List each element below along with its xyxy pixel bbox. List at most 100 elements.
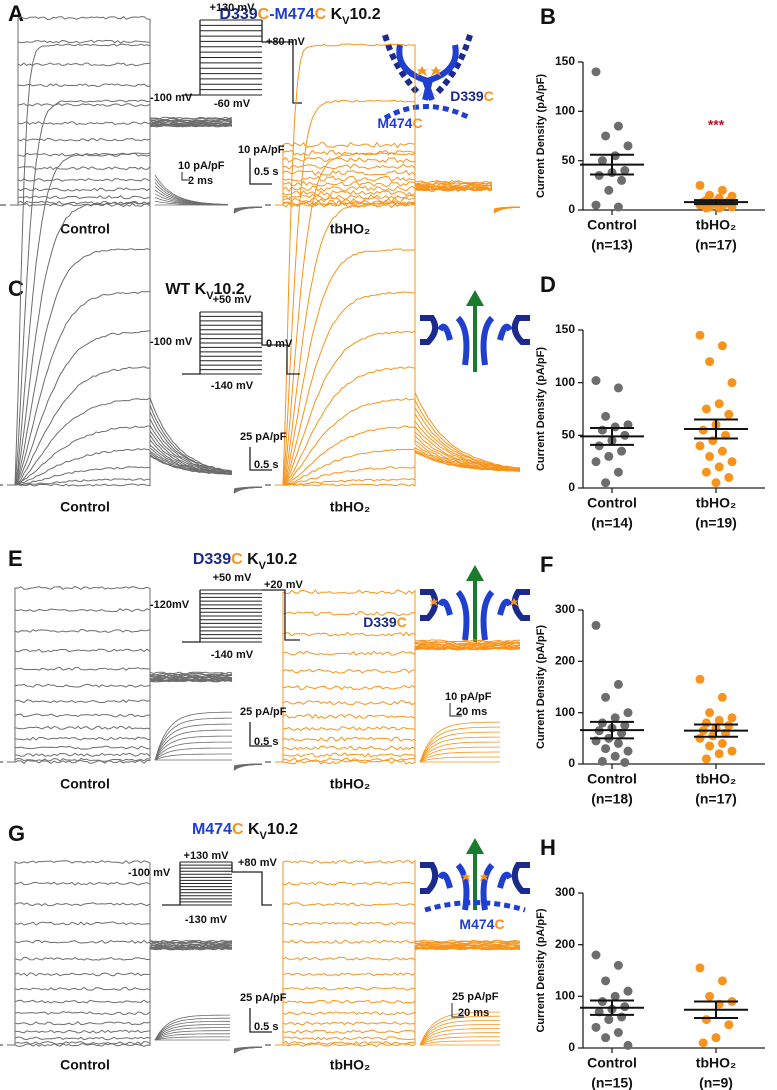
text-part: 10.2 xyxy=(349,6,380,23)
data-point xyxy=(705,991,715,1001)
data-point xyxy=(717,341,727,351)
inset-scale-label: 25 pA/pF xyxy=(452,991,499,1003)
panel-letter: A xyxy=(8,1,24,26)
data-point xyxy=(613,960,623,970)
inset-trace xyxy=(154,747,232,761)
inset-trace xyxy=(154,753,232,761)
inset-trace xyxy=(154,723,232,761)
data-point xyxy=(701,404,711,414)
inset-trace xyxy=(154,1017,230,1041)
current-trace xyxy=(275,291,521,486)
inset-trace xyxy=(419,721,500,763)
data-point xyxy=(601,478,611,488)
diagram-e xyxy=(420,565,530,642)
data-point xyxy=(604,451,614,461)
inset-scale-label: 20 ms xyxy=(456,706,487,718)
current-trace xyxy=(7,679,263,771)
data-point xyxy=(620,430,630,440)
data-point xyxy=(727,713,737,723)
inset-trace xyxy=(419,746,501,763)
inset-trace xyxy=(419,1024,500,1046)
current-trace xyxy=(7,43,262,490)
current-trace xyxy=(275,631,521,763)
panel-title: D339C KV10.2 xyxy=(193,551,297,572)
current-trace xyxy=(275,939,521,1046)
data-point xyxy=(601,1033,611,1043)
panel-letter: F xyxy=(540,552,553,577)
panel-letter: E xyxy=(8,546,23,571)
data-point xyxy=(701,1015,711,1025)
inset-trace xyxy=(419,1011,500,1046)
text-part: D339 xyxy=(363,614,397,630)
panel-letter: B xyxy=(540,4,556,29)
text-part: C xyxy=(315,6,327,23)
voltage-label: -120mV xyxy=(150,599,190,611)
voltage-label: -130 mV xyxy=(185,914,228,926)
y-tick-label: 300 xyxy=(555,885,575,899)
text-part: C xyxy=(258,6,270,23)
voltage-label: +80 mV xyxy=(238,857,277,869)
condition-label: tbHO₂ xyxy=(330,499,370,515)
data-point xyxy=(620,166,630,176)
inset-trace xyxy=(419,1028,501,1046)
data-point xyxy=(695,674,705,684)
voltage-label: -100 mV xyxy=(150,336,193,348)
text-part: V xyxy=(206,290,214,302)
current-trace xyxy=(275,643,521,763)
text-part: C xyxy=(494,916,504,932)
y-axis-label: Current Density (pA/pF) xyxy=(535,74,547,198)
current-trace xyxy=(275,645,521,763)
inset-trace xyxy=(154,1014,230,1041)
current-trace xyxy=(275,152,521,486)
inset-scale-label: 10 pA/pF xyxy=(445,691,492,703)
data-point xyxy=(705,741,715,751)
data-point xyxy=(591,200,601,210)
n-label: (n=19) xyxy=(695,515,737,531)
data-point xyxy=(601,976,611,986)
current-trace xyxy=(275,425,521,486)
inset-trace xyxy=(419,731,500,763)
scale-bar xyxy=(249,447,272,471)
current-trace xyxy=(275,397,521,486)
current-trace xyxy=(275,644,521,763)
significance: *** xyxy=(708,117,725,133)
diagram-c xyxy=(420,290,530,372)
inset-scale-label: 2 ms xyxy=(188,175,213,187)
data-point xyxy=(613,202,623,212)
data-point xyxy=(714,715,724,725)
inset-trace xyxy=(154,174,229,205)
inset-trace xyxy=(419,741,501,763)
data-point xyxy=(724,721,734,730)
n-label: (n=14) xyxy=(591,515,633,531)
data-point xyxy=(701,467,711,477)
inset-trace xyxy=(154,1033,230,1041)
current-trace xyxy=(275,859,521,1046)
current-trace xyxy=(7,676,262,769)
data-point xyxy=(594,441,604,451)
voltage-label: -60 mV xyxy=(214,98,251,110)
data-point xyxy=(701,754,711,764)
scale-label: 0.5 s xyxy=(254,459,278,471)
condition-label: Control xyxy=(60,776,110,792)
n-label: (n=17) xyxy=(695,237,737,253)
current-trace xyxy=(275,589,521,763)
y-tick-label: 100 xyxy=(555,705,575,719)
data-point xyxy=(623,141,633,151)
n-label: (n=18) xyxy=(591,791,633,807)
data-point xyxy=(617,446,627,456)
data-point xyxy=(698,425,708,435)
current-trace xyxy=(275,449,521,486)
text-part: D339 xyxy=(450,88,484,104)
data-point xyxy=(711,1033,721,1043)
data-point xyxy=(597,425,607,435)
data-point xyxy=(623,746,633,756)
y-tick-label: 0 xyxy=(568,480,575,494)
inset-trace xyxy=(154,729,232,761)
inset-trace xyxy=(154,1036,230,1041)
x-tick-label: tbHO₂ xyxy=(696,495,736,511)
current-trace xyxy=(275,43,521,486)
y-tick-label: 150 xyxy=(555,322,575,336)
y-tick-label: 100 xyxy=(555,989,575,1003)
data-point xyxy=(717,976,727,986)
